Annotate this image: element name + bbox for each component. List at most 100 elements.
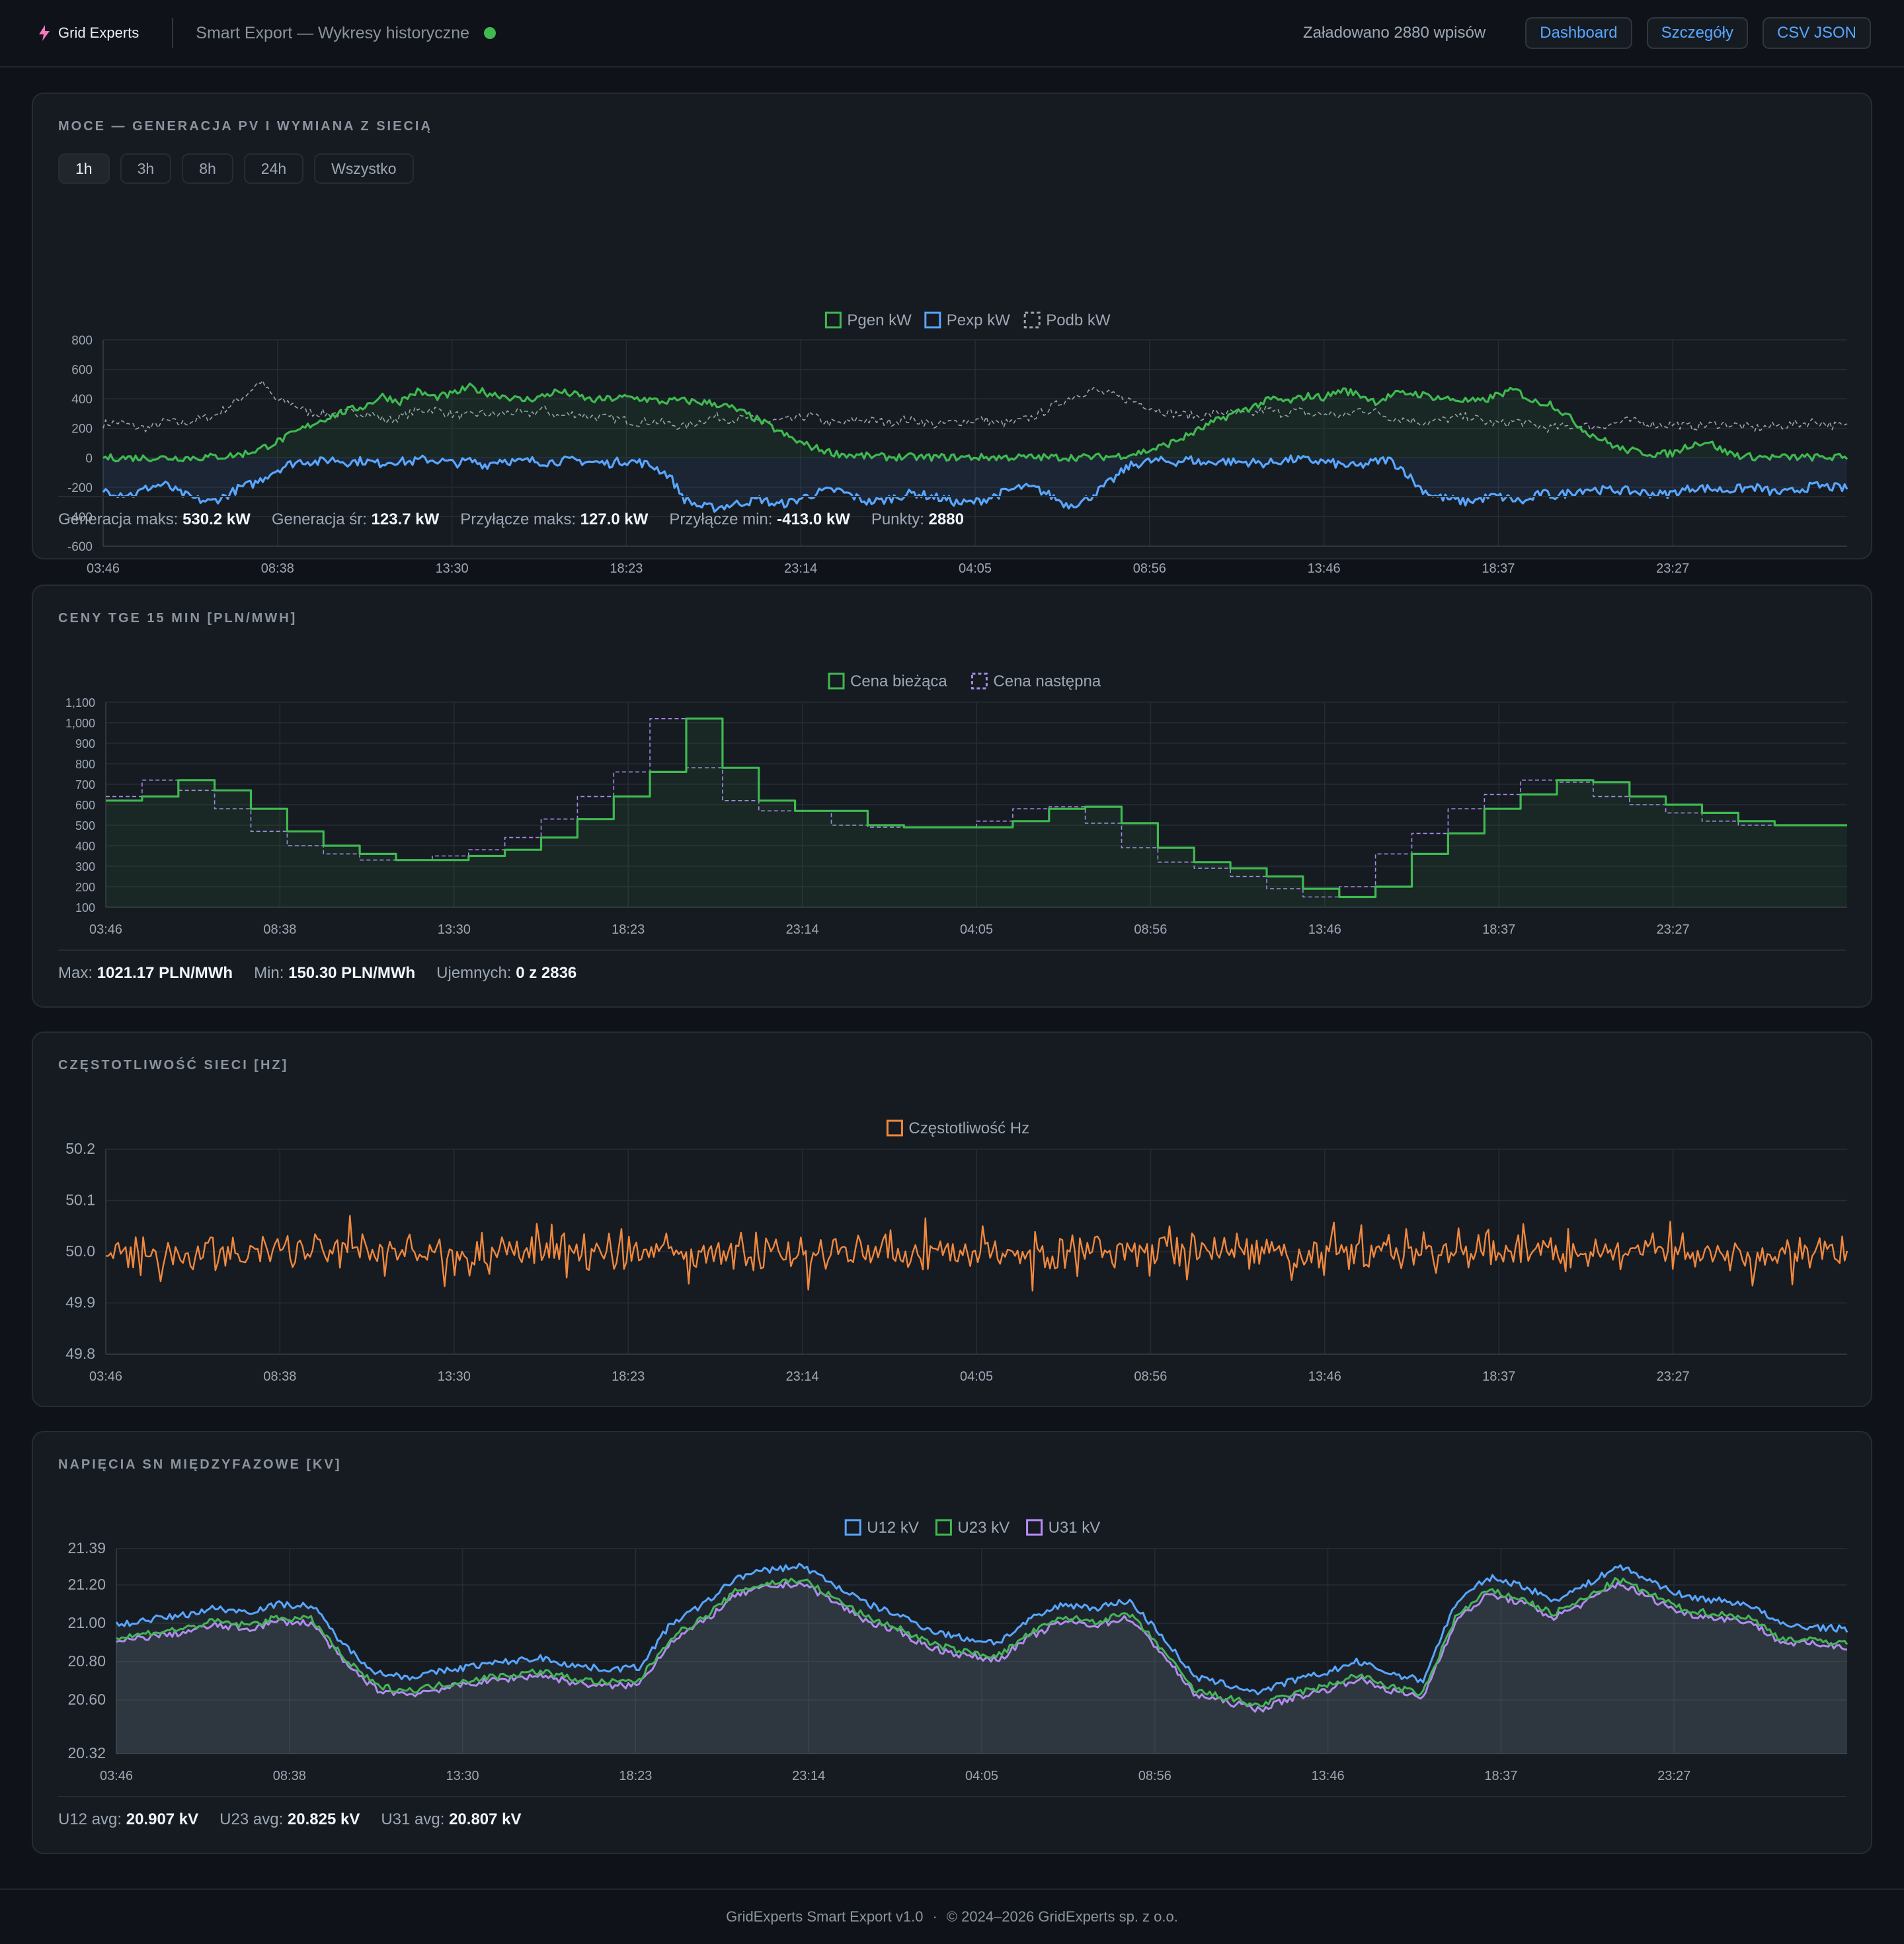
series-area-pgen-kw xyxy=(103,384,1847,462)
price-panel-title: CENY TGE 15 MIN [PLN/MWH] xyxy=(58,611,298,626)
chart-legend: Pgen kW Pexp kW Podb kW xyxy=(824,311,1111,329)
x-tick-label: 18:37 xyxy=(1484,1769,1517,1783)
x-tick-label: 23:14 xyxy=(792,1769,825,1783)
x-tick-label: 13:30 xyxy=(438,922,471,937)
range-1h-button[interactable]: 1h xyxy=(58,153,110,184)
x-tick-label: 04:05 xyxy=(965,1769,998,1783)
stat-grid-max: Przyłącze maks: 127.0 kW xyxy=(460,510,649,528)
legend-swatch-0 xyxy=(886,1119,903,1137)
range-all-button[interactable]: Wszystko xyxy=(314,153,414,184)
stat-price-max: Max: 1021.17 PLN/MWh xyxy=(58,964,233,982)
stat-gen-max: Generacja maks: 530.2 kW xyxy=(58,510,251,528)
page-title-text: Smart Export — Wykresy historyczne xyxy=(196,23,470,42)
x-tick-label: 08:56 xyxy=(1133,561,1166,576)
x-tick-label: 18:23 xyxy=(610,561,643,576)
x-tick-label: 13:46 xyxy=(1308,1369,1341,1384)
series-line-podb-kw xyxy=(102,380,1848,433)
x-tick-label: 08:38 xyxy=(263,1369,296,1384)
power-panel: MOCE — GENERACJA PV I WYMIANA Z SIECIĄ 1… xyxy=(32,93,1874,576)
x-tick-label: 18:37 xyxy=(1482,922,1515,937)
x-tick-label: 13:30 xyxy=(436,561,469,576)
price-panel: CENY TGE 15 MIN [PLN/MWH] Cena bieżąca Ce… xyxy=(32,585,1872,1008)
chart-legend: Cena bieżąca Cena następna xyxy=(828,672,1101,690)
y-tick-label: 300 xyxy=(75,860,95,873)
voltage-chart[interactable]: U12 kV U23 kV U31 kV 21.39 21.20 21.00 20.80 20… xyxy=(33,1505,1874,1783)
y-tick-label: 49.9 xyxy=(65,1294,95,1311)
legend-label-2: Podb kW xyxy=(1046,311,1111,329)
dashboard-button[interactable]: Dashboard xyxy=(1525,17,1632,49)
x-tick-label: 23:27 xyxy=(1657,1369,1690,1384)
series-area-pexp-kw xyxy=(103,455,1847,512)
y-tick-label: -400 xyxy=(67,510,93,524)
x-tick-label: 13:46 xyxy=(1308,561,1341,576)
legend-swatch-1 xyxy=(971,672,988,690)
voltage-stats: U12 avg: 20.907 kV U23 avg: 20.825 kV U3… xyxy=(58,1796,1846,1829)
x-tick-label: 23:14 xyxy=(784,561,817,576)
range-3h-button[interactable]: 3h xyxy=(120,153,172,184)
y-tick-label: 20.80 xyxy=(67,1652,106,1670)
x-tick-label: 03:46 xyxy=(89,922,122,937)
y-tick-label: 600 xyxy=(75,799,95,812)
series-line-cena-bieżąca xyxy=(106,717,1847,899)
chart-legend: Częstotliwość Hz xyxy=(886,1119,1029,1137)
legend-swatch-1 xyxy=(935,1519,952,1536)
x-tick-label: 18:37 xyxy=(1482,561,1515,576)
x-tick-label: 08:56 xyxy=(1138,1769,1171,1783)
range-8h-button[interactable]: 8h xyxy=(182,153,233,184)
x-tick-label: 23:14 xyxy=(786,922,819,937)
stat-u12-avg: U12 avg: 20.907 kV xyxy=(58,1810,199,1828)
y-tick-label: 21.20 xyxy=(67,1576,106,1593)
y-tick-label: 200 xyxy=(75,881,95,894)
stat-grid-min: Przyłącze min: -413.0 kW xyxy=(669,510,850,528)
frequency-panel: CZĘSTOTLIWOŚĆ SIECI [HZ] Częstotliwość H… xyxy=(32,1032,1872,1407)
x-tick-label: 13:46 xyxy=(1308,922,1341,937)
stat-points: Punkty: 2880 xyxy=(871,510,964,528)
csv-json-button[interactable]: CSV JSON xyxy=(1762,17,1871,49)
y-tick-label: 700 xyxy=(75,778,95,791)
details-button[interactable]: Szczegóły xyxy=(1646,17,1748,49)
legend-swatch-2 xyxy=(1026,1519,1043,1536)
legend-label-0: U12 kV xyxy=(867,1519,919,1537)
x-tick-label: 13:30 xyxy=(438,1369,471,1384)
y-tick-label: 100 xyxy=(75,901,95,914)
frequency-chart[interactable]: Częstotliwość Hz 50.2 50.1 50.0 49.9 49.8 03:4… xyxy=(33,1106,1874,1384)
y-tick-label: 800 xyxy=(75,758,95,771)
range-selector: 1h 3h 8h 24h Wszystko xyxy=(58,153,414,184)
x-tick-label: 23:27 xyxy=(1657,922,1690,937)
x-tick-label: 18:37 xyxy=(1482,1369,1515,1384)
series-line-pgen-kw xyxy=(102,382,1848,463)
legend-label-1: Pexp kW xyxy=(947,311,1010,329)
legend-swatch-0 xyxy=(824,311,842,329)
stat-negative: Ujemnych: 0 z 2836 xyxy=(436,964,577,982)
legend-swatch-1 xyxy=(924,311,941,329)
series-line-u12-kv xyxy=(115,1562,1848,1695)
x-tick-label: 23:27 xyxy=(1657,1769,1690,1783)
series-line-cena-następna xyxy=(106,718,1847,898)
voltage-panel-title: NAPIĘCIA SN MIĘDZYFAZOWE [KV] xyxy=(58,1457,342,1472)
x-tick-label: 03:46 xyxy=(89,1369,122,1384)
x-tick-label: 08:38 xyxy=(261,561,294,576)
x-tick-label: 08:56 xyxy=(1134,1369,1167,1384)
stat-u31-avg: U31 avg: 20.807 kV xyxy=(381,1810,522,1828)
series-line-u23-kv xyxy=(116,1577,1848,1708)
x-tick-label: 04:05 xyxy=(960,1369,993,1384)
y-tick-label: 800 xyxy=(71,334,93,348)
legend-swatch-2 xyxy=(1023,311,1041,329)
y-tick-label: 50.2 xyxy=(65,1140,95,1157)
price-chart[interactable]: Cena bieżąca Cena następna 1,100 1,000 900 80… xyxy=(33,659,1874,937)
range-24h-button[interactable]: 24h xyxy=(243,153,304,184)
brand[interactable]: Grid Experts xyxy=(37,24,139,42)
legend-label-1: Cena następna xyxy=(993,672,1101,690)
x-tick-label: 18:23 xyxy=(612,1369,645,1384)
series-line-pexp-kw xyxy=(102,454,1848,513)
legend-label-1: U23 kV xyxy=(957,1519,1010,1537)
top-bar: Grid Experts Smart Export — Wykresy hist… xyxy=(0,0,1904,67)
legend-label-2: U31 kV xyxy=(1049,1519,1101,1537)
brand-name: Grid Experts xyxy=(58,24,139,41)
x-tick-label: 18:23 xyxy=(612,922,645,937)
power-chart[interactable]: Pgen kW Pexp kW Podb kW 800 600 400 200 0 -200 -4… xyxy=(33,210,1874,576)
legend-label-0: Cena bieżąca xyxy=(850,672,947,690)
x-tick-label: 03:46 xyxy=(100,1769,133,1783)
page-title: Smart Export — Wykresy historyczne xyxy=(196,24,496,43)
legend-swatch-0 xyxy=(844,1519,861,1536)
